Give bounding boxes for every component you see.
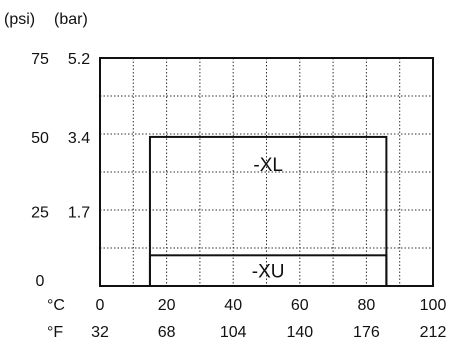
operating-regions: -XL -XU [148, 135, 388, 288]
y-tick-label-psi: 50 [31, 130, 49, 147]
y-tick-label-bar: 3.4 [68, 130, 90, 147]
y-tick-label-psi: 75 [31, 51, 49, 68]
x-tick-label-fahrenheit: 104 [220, 324, 247, 341]
y-tick-label-psi: 0 [36, 273, 45, 290]
y-tick-label-bar: 5.2 [68, 51, 90, 68]
plot-frame [99, 57, 434, 287]
bar-unit-label: (bar) [54, 11, 88, 28]
psi-unit-label: (psi) [4, 11, 35, 28]
tick-labels: 75 5.2 50 3.4 25 1.7 0 0 32 20 68 40 104 60 140 80 176 10… [31, 51, 446, 341]
x-tick-label-fahrenheit: 140 [286, 324, 313, 341]
x-tick-label-celsius: 20 [158, 297, 176, 314]
x-tick-label-celsius: 80 [358, 297, 376, 314]
x-tick-label-celsius: 0 [96, 297, 105, 314]
x-tick-label-celsius: 40 [224, 297, 242, 314]
y-tick-label-bar: 1.7 [68, 204, 90, 221]
x-tick-label-fahrenheit: 176 [353, 324, 380, 341]
x-tick-label-celsius: 60 [291, 297, 309, 314]
x-tick-label-fahrenheit: 32 [91, 324, 109, 341]
grid-lines [100, 58, 433, 286]
x-tick-label-fahrenheit: 68 [158, 324, 176, 341]
x-tick-label-fahrenheit: 212 [420, 324, 447, 341]
fahrenheit-unit-label: °F [47, 324, 63, 341]
region-label: -XU [252, 262, 285, 283]
x-tick-label-celsius: 100 [420, 297, 447, 314]
y-tick-label-psi: 25 [31, 204, 49, 221]
region-label: -XL [253, 155, 283, 176]
celsius-unit-label: °C [47, 297, 65, 314]
